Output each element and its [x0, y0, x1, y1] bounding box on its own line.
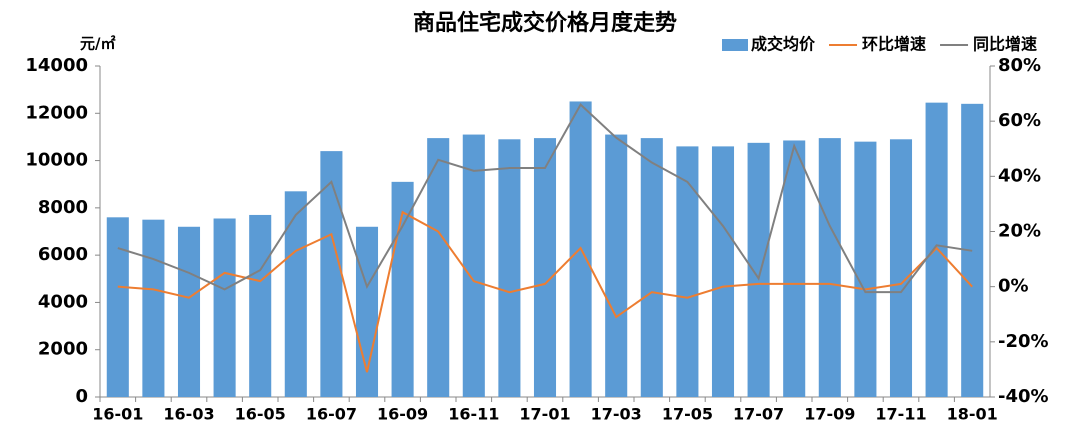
y-axis-unit: 元/㎡ — [80, 35, 115, 53]
bar — [640, 138, 663, 397]
x-tick-label: 16-05 — [235, 405, 286, 424]
x-tick-label: 17-07 — [733, 405, 784, 424]
legend-label: 成交均价 — [751, 35, 816, 54]
y-tick-label: 8000 — [38, 197, 88, 218]
y2-tick-label: 80% — [998, 55, 1041, 76]
y-tick-label: 0 — [75, 386, 88, 407]
chart-title: 商品住宅成交价格月度走势 — [413, 10, 677, 36]
line — [117, 103, 973, 294]
bar — [747, 142, 770, 397]
bar — [177, 226, 201, 397]
bar — [462, 134, 485, 398]
bar — [498, 139, 521, 398]
x-tick-label: 17-11 — [875, 405, 926, 424]
bar — [213, 218, 236, 397]
y2-tick-label: -40% — [998, 386, 1049, 407]
y-tick-label: 6000 — [38, 244, 88, 265]
x-tick-label: 17-05 — [662, 405, 713, 424]
x-tick-label: 18-01 — [947, 405, 998, 424]
x-tick-label: 16-07 — [306, 405, 357, 424]
x-tick-label: 17-09 — [804, 405, 855, 424]
bar — [925, 102, 948, 398]
bar — [427, 138, 450, 397]
bar — [284, 191, 307, 397]
bar — [249, 214, 272, 397]
y2-tick-label: -20% — [998, 331, 1049, 352]
x-tick-label: 17-03 — [591, 405, 642, 424]
bar — [854, 141, 877, 397]
bar — [676, 146, 699, 397]
x-tick-label: 16-03 — [163, 405, 214, 424]
x-tick-label: 17-01 — [519, 405, 570, 424]
y-tick-label: 2000 — [38, 339, 88, 360]
line — [117, 210, 973, 373]
legend-swatch — [722, 39, 748, 51]
bar — [142, 219, 165, 397]
y2-tick-label: 0% — [998, 276, 1029, 297]
bar — [889, 139, 913, 398]
y-tick-label: 4000 — [38, 291, 88, 312]
y-tick-label: 12000 — [25, 102, 88, 123]
x-tick-label: 16-01 — [92, 405, 143, 424]
bar — [711, 146, 735, 397]
bar — [320, 151, 343, 397]
x-tick-label: 16-11 — [448, 405, 499, 424]
bar — [605, 134, 628, 398]
bar — [818, 138, 841, 397]
legend-label: 同比增速 — [973, 35, 1037, 54]
y2-tick-label: 20% — [998, 221, 1041, 242]
bar — [106, 217, 129, 397]
bar — [783, 140, 806, 397]
y2-tick-label: 40% — [998, 165, 1041, 186]
bar — [533, 138, 557, 397]
x-tick-label: 16-09 — [377, 405, 428, 424]
y-tick-label: 14000 — [25, 55, 88, 76]
y2-tick-label: 60% — [998, 110, 1041, 131]
legend-label: 环比增速 — [862, 35, 926, 54]
y-tick-label: 10000 — [25, 150, 88, 171]
